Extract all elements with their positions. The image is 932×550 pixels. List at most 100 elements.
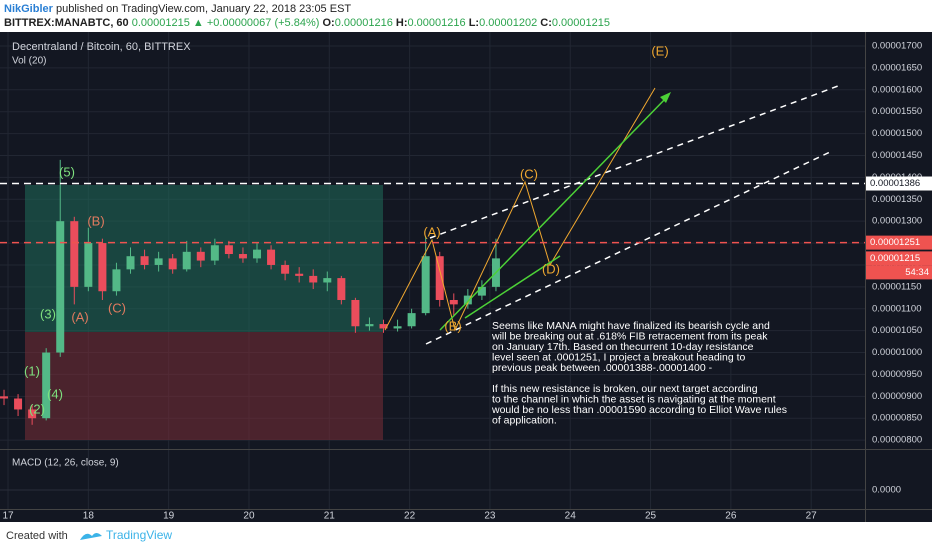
level-label: 0.00001215 bbox=[870, 253, 920, 264]
candle-body bbox=[28, 409, 37, 419]
chart-title: Decentraland / Bitcoin, 60, BITTREX bbox=[12, 41, 191, 53]
note-line: Seems like MANA might have finalized its… bbox=[492, 320, 770, 332]
volume-label: Vol (20) bbox=[12, 56, 46, 67]
l-value: 0.00001202 bbox=[479, 17, 538, 29]
y-tick-label: 0.00001500 bbox=[872, 128, 922, 139]
candle-body bbox=[253, 249, 262, 259]
wave-label: (A) bbox=[71, 309, 88, 324]
wave-label: (C) bbox=[520, 166, 538, 181]
note-line: level seen at .0001251, I project a brea… bbox=[492, 351, 746, 363]
wave-label: (E) bbox=[651, 43, 668, 58]
level-tag bbox=[866, 235, 932, 250]
candle-body bbox=[126, 256, 135, 270]
l-label: L: bbox=[468, 17, 480, 29]
change: ▲ +0.00000067 (+5.84%) bbox=[192, 17, 320, 29]
candle-body bbox=[435, 256, 444, 300]
candle-body bbox=[463, 295, 472, 305]
y-tick-label: 0.00000900 bbox=[872, 391, 922, 402]
candle-body bbox=[84, 243, 93, 287]
h-value: 0.00001216 bbox=[407, 17, 466, 29]
candle-body bbox=[267, 249, 276, 265]
x-tick-label: 19 bbox=[163, 511, 175, 522]
last: 0.00001215 bbox=[131, 17, 190, 29]
logo bbox=[80, 533, 102, 540]
published: published on TradingView.com, January 22… bbox=[55, 3, 352, 15]
level-label: 0.00001251 bbox=[870, 237, 920, 248]
level-tag bbox=[866, 176, 932, 191]
publish-line: NikGibler published on TradingView.com, … bbox=[4, 3, 351, 15]
o-value: 0.00001216 bbox=[334, 17, 393, 29]
candle-body bbox=[168, 258, 177, 270]
candle-body bbox=[351, 299, 360, 327]
note-line: would be no less than .00001590 accordin… bbox=[491, 404, 787, 416]
candles bbox=[0, 159, 500, 425]
note-line: If this new resistance is broken, our ne… bbox=[492, 383, 758, 395]
candle-body bbox=[477, 286, 486, 296]
footer-created: Created with bbox=[6, 530, 68, 542]
wave-label: (4) bbox=[47, 386, 63, 401]
y-tick-label: 0.00001300 bbox=[872, 216, 922, 227]
wave-label: (1) bbox=[24, 363, 40, 378]
axes: 0.00000800 0.00000850 0.00000900 0.00000950… bbox=[0, 41, 932, 522]
candle-body bbox=[70, 221, 79, 287]
note-line: on January 17th. Based on thecurrent 10-… bbox=[492, 341, 754, 353]
y-tick-label: 0.00000800 bbox=[872, 435, 922, 446]
o-label: O: bbox=[322, 17, 335, 29]
c-label: C: bbox=[540, 17, 552, 29]
y-tick-label: 0.00001050 bbox=[872, 325, 922, 336]
wave-path bbox=[384, 87, 656, 332]
note-line: to the channel in which the asset is nav… bbox=[492, 393, 776, 405]
y-tick-label: 0.00001550 bbox=[872, 106, 922, 117]
candle-body bbox=[281, 264, 290, 274]
macd-tick-label: 0.0000 bbox=[872, 485, 901, 496]
countdown: 54:34 bbox=[905, 267, 929, 278]
y-tick-label: 0.00001000 bbox=[872, 347, 922, 358]
x-tick-label: 20 bbox=[243, 511, 255, 522]
candle-body bbox=[140, 256, 149, 265]
wave-label: (2) bbox=[29, 401, 45, 416]
note-line: previous peak between .00001388-.0000140… bbox=[492, 362, 713, 374]
candle-body bbox=[238, 254, 247, 259]
candle-body bbox=[449, 299, 458, 305]
candle-body bbox=[393, 326, 402, 329]
h-label: H: bbox=[395, 17, 408, 29]
candle-body bbox=[295, 273, 304, 276]
x-tick-label: 26 bbox=[725, 511, 737, 522]
x-tick-label: 17 bbox=[2, 511, 14, 522]
candle-body bbox=[337, 278, 346, 300]
x-tick-label: 22 bbox=[404, 511, 416, 522]
y-tick-label: 0.00001600 bbox=[872, 84, 922, 95]
level-label: 0.00001386 bbox=[870, 178, 920, 189]
candle-body bbox=[98, 243, 107, 292]
candle-body bbox=[182, 251, 191, 270]
y-tick-label: 0.00001450 bbox=[872, 150, 922, 161]
footer-brand[interactable]: TradingView bbox=[106, 528, 172, 542]
y-tick-label: 0.00000850 bbox=[872, 413, 922, 424]
candle-body bbox=[42, 352, 51, 419]
y-tick-label: 0.00001100 bbox=[872, 303, 922, 314]
candle-body bbox=[112, 269, 121, 292]
candle-body bbox=[224, 245, 233, 255]
symbol: BITTREX:MANABTC, 60 bbox=[4, 17, 129, 29]
level-tag bbox=[866, 251, 932, 266]
candle-body bbox=[365, 324, 374, 327]
y-tick-label: 0.00000950 bbox=[872, 369, 922, 380]
author[interactable]: NikGibler bbox=[4, 3, 53, 15]
annotations: (5) (3) (1) (4)(2) (A) (B) (C) (A) (B) (C) (D) (E) S… bbox=[24, 43, 787, 426]
candle-body bbox=[379, 324, 388, 329]
candle-body bbox=[196, 251, 205, 261]
wave-label: (A) bbox=[423, 224, 440, 239]
loss-zone bbox=[25, 332, 383, 440]
note-line: of application. bbox=[492, 414, 557, 426]
x-tick-label: 27 bbox=[806, 511, 818, 522]
channel-lower bbox=[425, 151, 831, 345]
arrow-head bbox=[660, 92, 671, 103]
y-tick-label: 0.00001700 bbox=[872, 41, 922, 52]
macd-title: MACD (12, 26, close, 9) bbox=[12, 458, 119, 469]
wave-label: (5) bbox=[59, 164, 75, 179]
wave-label: (B) bbox=[444, 318, 461, 333]
c-value: 0.00001215 bbox=[551, 17, 610, 29]
countdown-tag bbox=[866, 265, 932, 280]
